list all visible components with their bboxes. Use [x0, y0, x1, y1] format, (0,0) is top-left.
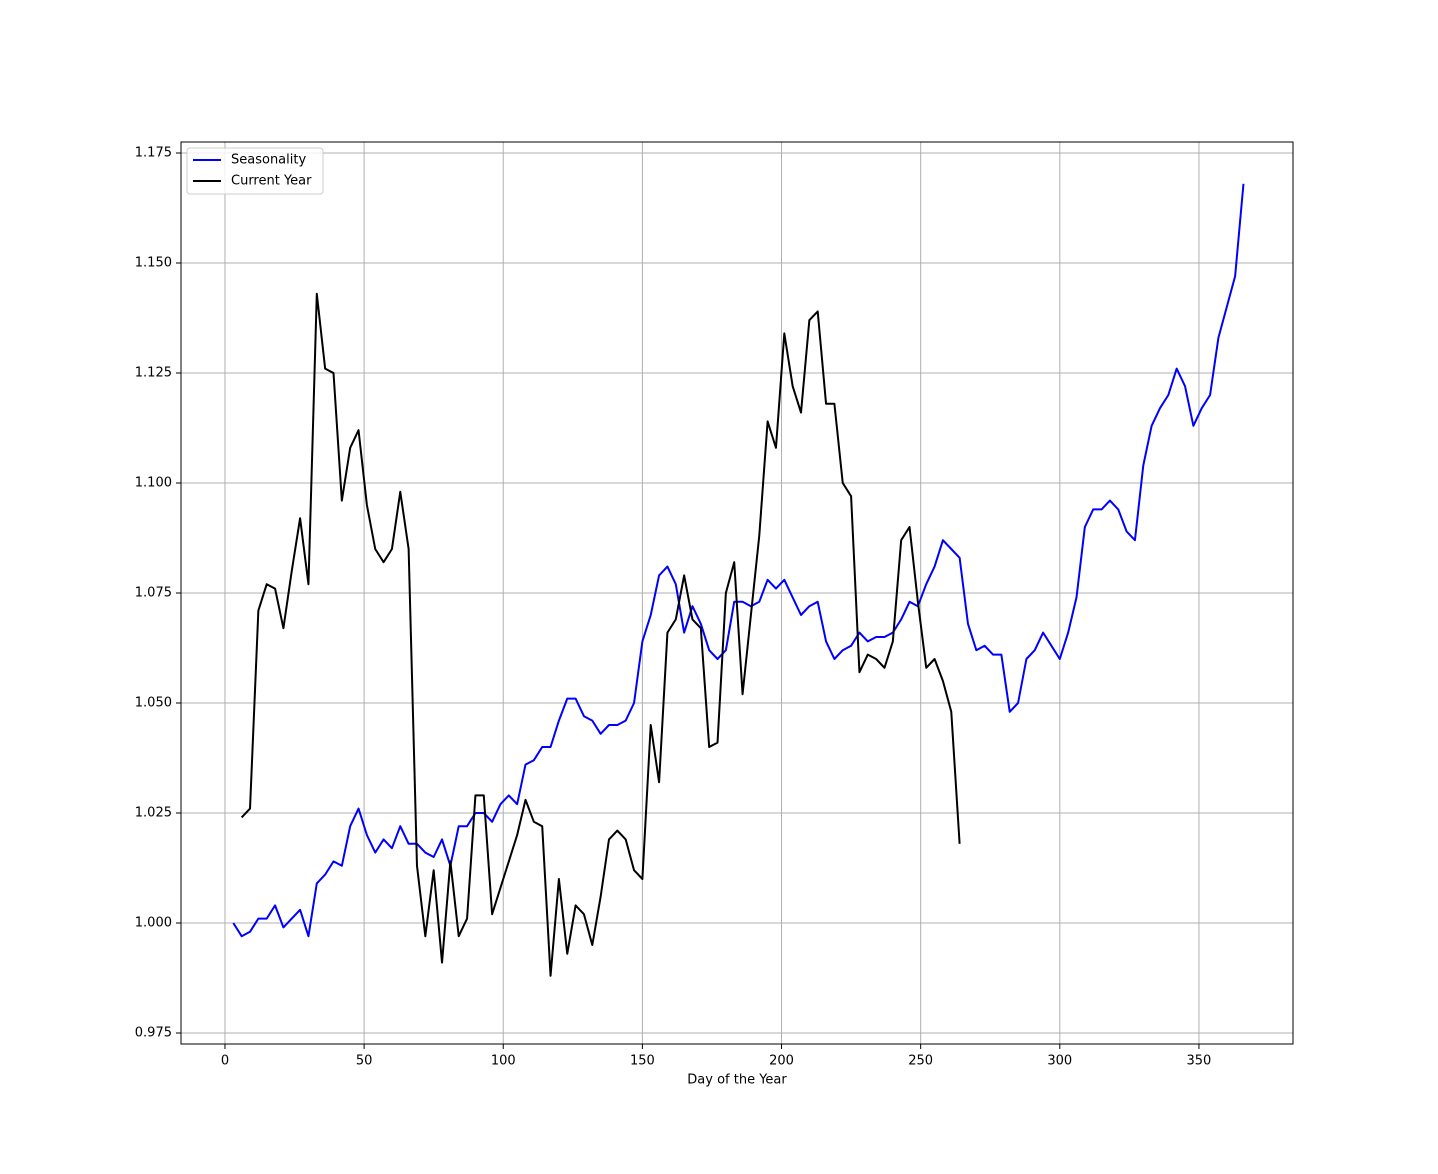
- plot-frame: [180, 141, 1294, 1045]
- legend-label: Current Year: [231, 174, 312, 189]
- y-tick-label: 1.025: [135, 806, 172, 821]
- y-tick-label: 0.975: [135, 1026, 172, 1041]
- series-line: [240, 292, 961, 977]
- x-tick-label: 0: [221, 1054, 229, 1069]
- legend-label: Seasonality: [231, 153, 306, 168]
- x-tick-label: 100: [491, 1054, 516, 1069]
- y-tick-label: 1.000: [135, 916, 172, 931]
- x-tick-label: 350: [1187, 1054, 1212, 1069]
- x-tick-label: 300: [1047, 1054, 1072, 1069]
- series-line: [232, 183, 1245, 938]
- y-tick-label: 1.175: [135, 146, 172, 161]
- x-tick-label: 50: [356, 1054, 373, 1069]
- y-tick-label: 1.050: [135, 696, 172, 711]
- x-tick-label: 200: [769, 1054, 794, 1069]
- y-tick-label: 1.125: [135, 366, 172, 381]
- x-axis-label: Day of the Year: [687, 1073, 787, 1088]
- x-tick-label: 250: [908, 1054, 933, 1069]
- y-tick-label: 1.100: [135, 476, 172, 491]
- y-tick-label: 1.075: [135, 586, 172, 601]
- x-tick-label: 150: [630, 1054, 655, 1069]
- y-tick-label: 1.150: [135, 256, 172, 271]
